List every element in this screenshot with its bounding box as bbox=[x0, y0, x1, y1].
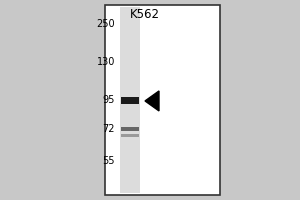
Bar bbox=[121, 127, 139, 131]
Text: 250: 250 bbox=[96, 19, 115, 29]
Bar bbox=[120, 7, 140, 193]
Bar bbox=[105, 5, 220, 195]
Text: 72: 72 bbox=[103, 123, 115, 134]
Polygon shape bbox=[145, 91, 159, 111]
Text: 95: 95 bbox=[103, 95, 115, 105]
Bar bbox=[121, 134, 139, 137]
Text: 55: 55 bbox=[103, 156, 115, 166]
Bar bbox=[121, 97, 139, 104]
Text: K562: K562 bbox=[130, 8, 160, 21]
Text: 130: 130 bbox=[97, 57, 115, 67]
